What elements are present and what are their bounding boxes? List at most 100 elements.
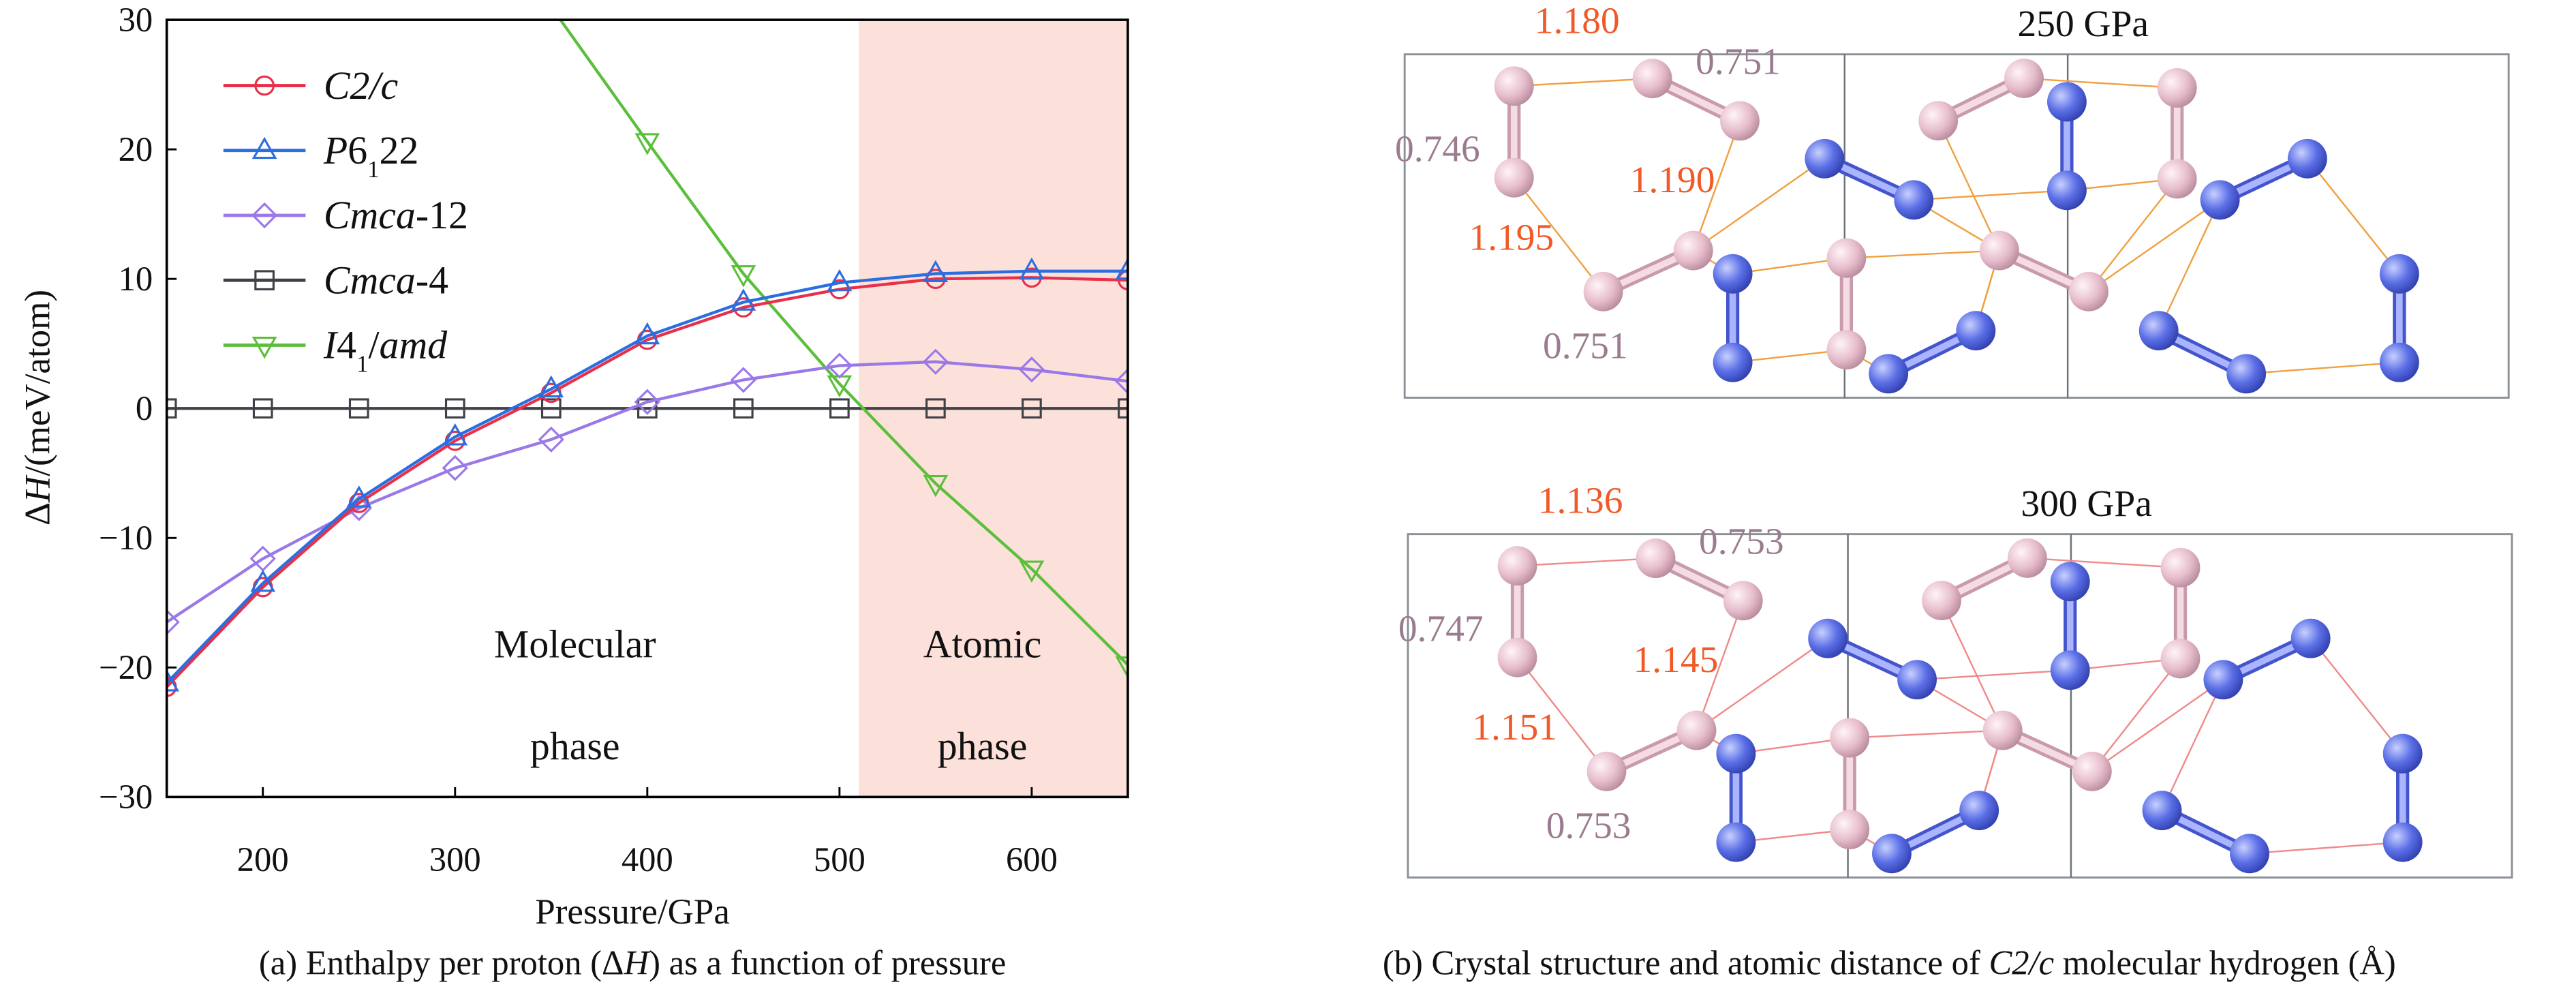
data-point [923, 475, 949, 498]
data-point [442, 423, 468, 446]
data-point [925, 398, 946, 419]
data-point [1018, 356, 1045, 383]
text-part: / [368, 323, 380, 367]
distance-label: 0.751 [1543, 325, 1628, 367]
blue-h2-molecule [1713, 254, 1753, 382]
data-point [634, 322, 660, 345]
y-tick-label: −10 [99, 519, 153, 557]
data-point [538, 426, 564, 453]
pink-h2-molecule [1632, 59, 1760, 141]
legend-item: Cmca-12 [223, 193, 468, 237]
pressure-title: 250 GPa [2018, 3, 2149, 44]
intermolecular-bond [2088, 178, 2178, 292]
data-point [829, 398, 850, 419]
intermolecular-bond [2091, 658, 2181, 772]
hydrogen-atom [2069, 271, 2109, 311]
text-part: -12 [416, 193, 468, 237]
data-point [348, 398, 369, 419]
data-point [1118, 398, 1128, 419]
text-part: Cmca [324, 193, 416, 237]
hydrogen-atom [2004, 58, 2044, 98]
text-part: 4 [337, 323, 356, 367]
blue-h2-molecule [2200, 138, 2327, 220]
intermolecular-bond [2027, 557, 2181, 569]
legend-label: Cmca-12 [324, 193, 468, 237]
hydrogen-atom [1583, 271, 1623, 311]
blue-h2-molecule [2142, 791, 2269, 874]
legend-label: P6122 [323, 128, 418, 182]
pink-h2-molecule [1982, 710, 2112, 791]
data-point [1019, 560, 1045, 583]
intermolecular-bond [2161, 679, 2224, 811]
x-tick-label: 300 [429, 840, 481, 879]
legend-item: Cmca-4 [223, 258, 448, 302]
series-Cmca-12 [166, 348, 1128, 635]
intermolecular-bond [2091, 679, 2224, 772]
text-part: H [624, 944, 651, 982]
data-point [551, 20, 552, 21]
hydrogen-atom [2226, 354, 2267, 394]
data-point [444, 398, 465, 419]
data-point [1022, 398, 1042, 419]
plot-area [166, 20, 1128, 697]
caption-a: (a) Enthalpy per proton (ΔH) as a functi… [259, 944, 1006, 982]
distance-label: 1.151 [1472, 706, 1557, 748]
series-Cmca-4 [166, 398, 1128, 419]
intermolecular-bond [1940, 600, 2004, 731]
hydrogen-atom [1826, 238, 1867, 278]
text-part: Cmca [324, 258, 416, 302]
phase-annotation: phase [938, 724, 1028, 768]
hydrogen-atom [1830, 718, 1870, 758]
blue-h2-molecule [2046, 82, 2087, 211]
legend-marker [254, 75, 275, 96]
hydrogen-atom [2287, 138, 2327, 179]
distance-label: 1.180 [1535, 0, 1620, 41]
pink-h2-molecule [1922, 538, 2047, 620]
x-tick-label: 400 [622, 840, 673, 879]
hydrogen-atom [1897, 660, 1937, 700]
hydrogen-atom [2200, 180, 2240, 220]
distance-label: 0.751 [1696, 41, 1781, 82]
data-point [1114, 368, 1128, 395]
hydrogen-atom [2050, 650, 2090, 690]
hydrogen-atom [1723, 581, 1763, 621]
distance-label: 1.136 [1538, 479, 1623, 521]
hydrogen-atom [2046, 82, 2087, 122]
distance-label: 0.747 [1398, 607, 1484, 649]
text-part: -4 [416, 258, 448, 302]
hydrogen-atom [2379, 254, 2419, 294]
hydrogen-atom [2160, 639, 2201, 679]
text-part: C2/c [1989, 944, 2054, 982]
data-point [540, 398, 562, 419]
hydrogen-atom [1826, 330, 1867, 370]
intermolecular-bond [1850, 729, 2003, 739]
hydrogen-atom [2046, 170, 2087, 211]
enthalpy-chart: 200 300 400 500 600 −30 −20 −10 0 10 20 30 Molecular… [18, 1, 1129, 932]
hydrogen-atom [1979, 230, 2019, 271]
hydrogen-atom [1713, 254, 1753, 294]
text-part: 22 [380, 128, 419, 172]
hydrogen-atom [2050, 562, 2090, 602]
distance-label: 0.753 [1546, 805, 1631, 847]
text-part: Δ [18, 502, 57, 525]
data-point [826, 352, 853, 379]
blue-h2-molecule [1808, 618, 1937, 700]
pink-h2-molecule [1918, 58, 2044, 141]
series-P6122 [166, 257, 1128, 692]
legend-label: Cmca-4 [324, 258, 448, 302]
data-point [922, 348, 949, 375]
intermolecular-bond [1692, 120, 1741, 251]
text-part: (b) Crystal structure and atomic distanc… [1383, 944, 1989, 982]
pink-h2-molecule [1636, 538, 1763, 621]
hydrogen-atom [1959, 791, 1999, 831]
hydrogen-atom [2072, 751, 2112, 791]
intermolecular-bond [1514, 77, 1653, 87]
data-point [730, 367, 756, 393]
hydrogen-atom [1894, 180, 1934, 220]
intermolecular-bond [1517, 557, 1656, 567]
pink-h2-molecule [1979, 230, 2109, 311]
text-part: C2/c [324, 63, 399, 108]
data-point [634, 388, 660, 415]
text-part: amd [380, 323, 448, 367]
x-tick-label: 200 [237, 840, 289, 879]
